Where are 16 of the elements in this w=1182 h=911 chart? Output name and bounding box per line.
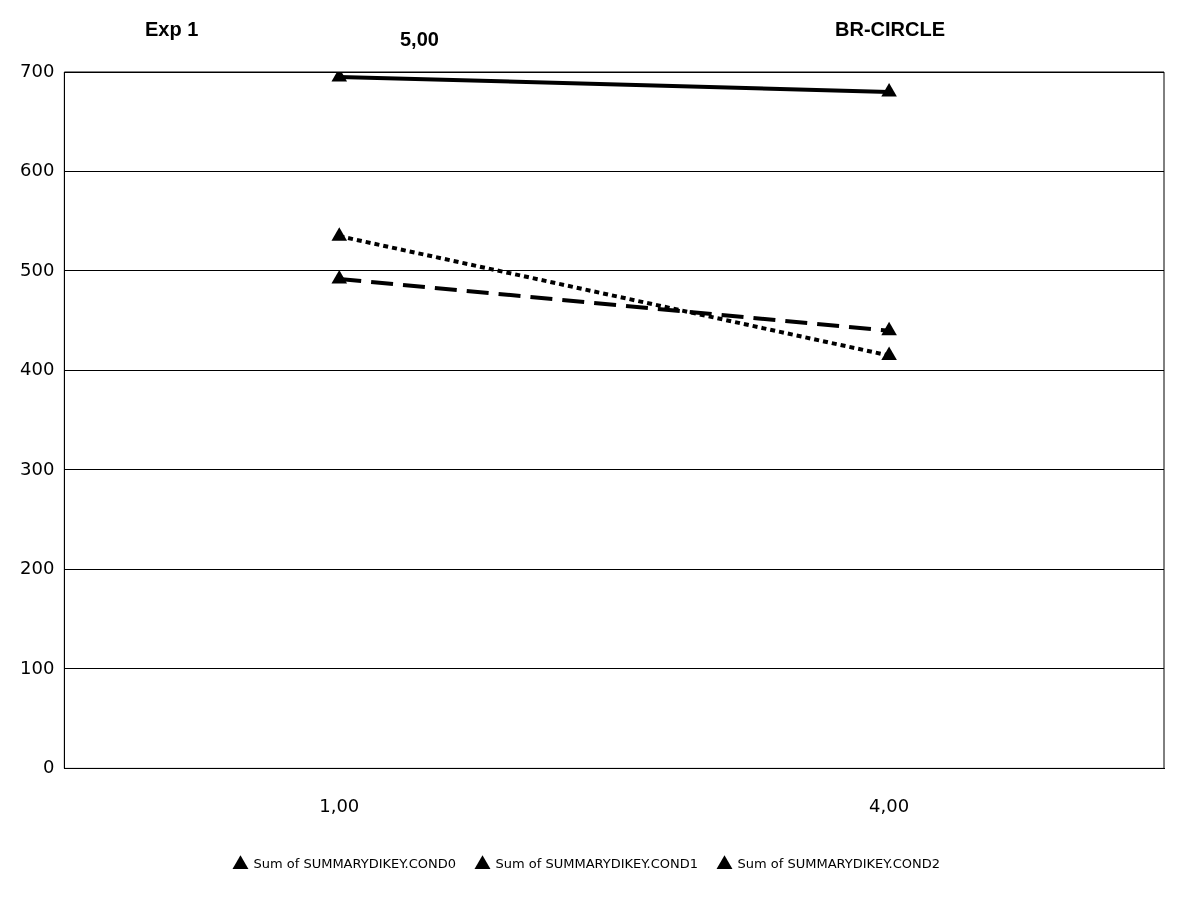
y-tick-label: 0 — [42, 756, 55, 778]
legend-label: Sum of SUMMARYDIKEY.COND0 — [253, 855, 456, 871]
legend-label: Sum of SUMMARYDIKEY.COND1 — [495, 855, 699, 871]
y-tick-label: 700 — [20, 59, 55, 81]
text: Exp 1 — [145, 18, 199, 41]
text: BR-CIRCLE — [835, 18, 945, 41]
x-tick-label: 4,00 — [869, 794, 910, 816]
legend-label: Sum of SUMMARYDIKEY.COND2 — [737, 855, 941, 871]
y-tick-label: 100 — [20, 656, 55, 678]
y-tick-label: 200 — [20, 557, 55, 579]
y-tick-label: 500 — [20, 258, 55, 280]
y-tick-label: 300 — [20, 457, 55, 479]
x-tick-label: 1,00 — [319, 794, 360, 816]
text: 5,00 — [400, 28, 439, 51]
y-tick-label: 400 — [20, 358, 55, 380]
y-tick-label: 600 — [20, 159, 55, 181]
